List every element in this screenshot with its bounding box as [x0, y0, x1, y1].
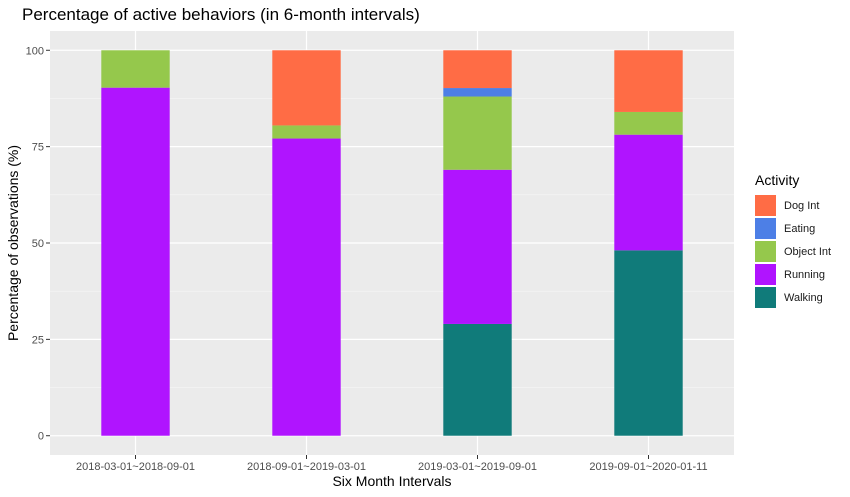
- bar-segment: [272, 138, 341, 436]
- legend-label: Object Int: [784, 245, 832, 258]
- bar-segment: [443, 169, 512, 324]
- bar-segment: [614, 134, 683, 251]
- x-tick-label: 2018-09-01~2019-03-01: [247, 461, 366, 473]
- bar-segment: [272, 125, 341, 139]
- legend-key: [755, 218, 776, 239]
- y-tick-label: 0: [38, 431, 44, 443]
- bar-segment: [443, 50, 512, 89]
- legend-item: Walking: [755, 286, 831, 309]
- legend-label: Dog Int: [784, 199, 820, 212]
- legend-item: Running: [755, 263, 831, 286]
- y-tick-label: 50: [32, 238, 44, 250]
- legend-label: Walking: [784, 291, 823, 304]
- x-axis-label: Six Month Intervals: [332, 473, 452, 489]
- bar-segment: [272, 50, 341, 126]
- y-tick-label: 100: [26, 45, 44, 57]
- legend-label: Eating: [784, 222, 816, 235]
- legend-items: Dog Int Eating Object Int Running Walking: [755, 194, 831, 309]
- legend-key: [755, 287, 776, 308]
- legend-item: Object Int: [755, 240, 831, 263]
- legend-title: Activity: [755, 172, 800, 188]
- x-tick-label: 2019-03-01~2019-09-01: [418, 461, 537, 473]
- legend-key: [755, 195, 776, 216]
- y-tick-label: 25: [32, 334, 44, 346]
- legend-item: Eating: [755, 217, 831, 240]
- bar-segment: [101, 87, 170, 436]
- bar-segment: [614, 50, 683, 112]
- legend-key: [755, 241, 776, 262]
- legend-item: Dog Int: [755, 194, 831, 217]
- legend-label: Running: [784, 268, 825, 281]
- y-axis-label: Percentage of observations (%): [5, 144, 21, 342]
- y-tick-label: 75: [32, 142, 44, 154]
- bar-segment: [614, 250, 683, 436]
- x-tick-label: 2019-09-01~2020-01-11: [589, 461, 707, 473]
- bar-segment: [101, 50, 170, 88]
- legend-key: [755, 264, 776, 285]
- bar-segment: [443, 323, 512, 436]
- bar-segment: [443, 88, 512, 97]
- bar-segment: [614, 111, 683, 135]
- bar-segment: [443, 96, 512, 170]
- x-tick-label: 2018-03-01~2018-09-01: [76, 461, 195, 473]
- legend: Activity Dog Int Eating Object Int Running W…: [755, 172, 831, 309]
- chart-title: Percentage of active behaviors (in 6-mon…: [22, 5, 420, 24]
